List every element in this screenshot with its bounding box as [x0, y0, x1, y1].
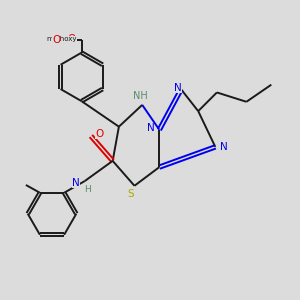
Text: N: N: [220, 142, 228, 152]
Text: N: N: [147, 123, 154, 133]
Text: O: O: [68, 34, 76, 44]
Text: N: N: [72, 178, 80, 188]
Text: NH: NH: [133, 91, 148, 101]
Text: methoxy: methoxy: [46, 36, 76, 42]
Text: O: O: [95, 128, 104, 139]
Text: S: S: [128, 190, 134, 200]
Text: H: H: [84, 185, 91, 194]
Text: O: O: [52, 35, 60, 45]
Text: N: N: [174, 83, 182, 93]
